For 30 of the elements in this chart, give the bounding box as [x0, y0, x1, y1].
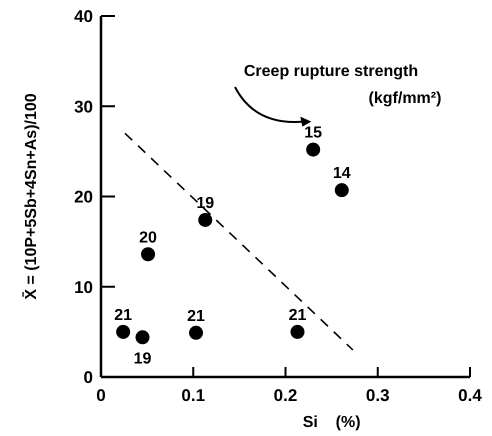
y-tick-label: 40 [74, 7, 93, 26]
annotation: 21 [114, 306, 132, 324]
x-tick-label: 0 [96, 386, 106, 405]
y-tick-label: 0 [84, 368, 93, 387]
annotation: 15 [304, 124, 322, 142]
x-tick-label: 0.2 [274, 386, 298, 405]
point [290, 324, 304, 339]
x-tick-label: 0.3 [366, 386, 390, 405]
annotation: 20 [139, 229, 158, 246]
point [306, 142, 320, 157]
point [334, 183, 349, 198]
x-axis-title: Si (%) [302, 414, 361, 431]
annotation: 19 [196, 194, 214, 212]
annotation: 21 [288, 306, 306, 324]
annotation: (kgf/mm²) [368, 90, 442, 107]
annotation: Creep rupture strength [244, 63, 418, 80]
annotation: 21 [187, 308, 206, 325]
x-tick-label: 0.1 [181, 386, 206, 405]
annotation: 19 [134, 350, 152, 368]
y-tick-label: 10 [74, 278, 93, 297]
point [141, 247, 156, 262]
y-tick-label: 30 [74, 97, 93, 116]
point [136, 330, 150, 344]
point [198, 212, 212, 227]
annotation: 14 [332, 165, 351, 182]
y-tick-label: 20 [74, 188, 93, 206]
x-tick-label: 0.4 [458, 386, 482, 405]
y-axis-title: X̄ = (10P+5Sb+4Sn+As)/100 [22, 93, 40, 300]
point [189, 326, 204, 340]
point [116, 324, 130, 339]
